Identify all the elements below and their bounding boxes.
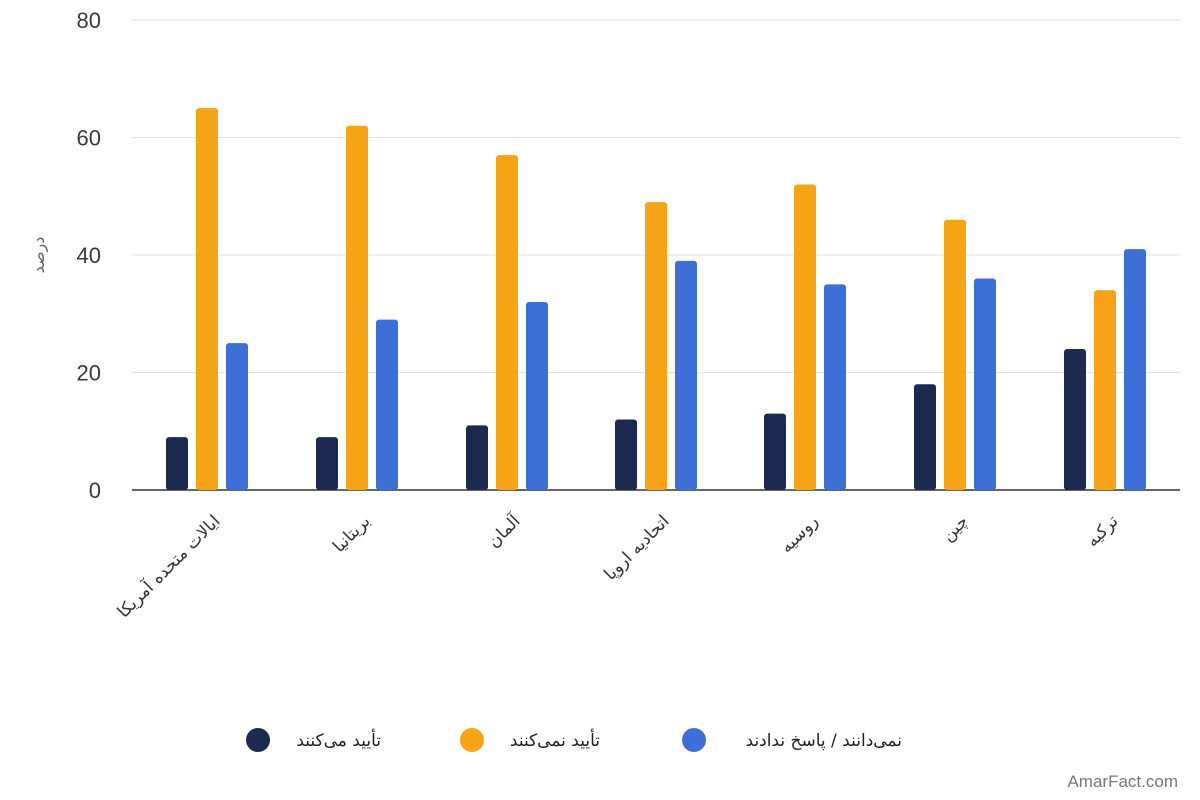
bar: [466, 425, 488, 490]
y-tick-label: 80: [77, 8, 101, 33]
bar: [226, 343, 248, 490]
bar: [615, 419, 637, 490]
x-tick-label: روسیه: [777, 511, 823, 557]
bar: [794, 184, 816, 490]
y-axis-ticks: 0 20 40 60 80: [77, 8, 101, 503]
bar: [376, 319, 398, 490]
bar: [526, 302, 548, 490]
bar: [645, 202, 667, 490]
x-tick-label: بریتانیا: [329, 511, 374, 556]
bar: [196, 108, 218, 490]
bar: [944, 219, 966, 490]
bar: [914, 384, 936, 490]
bar: [1094, 290, 1116, 490]
y-axis-label: درصد: [29, 237, 49, 274]
bar: [1064, 349, 1086, 490]
bar: [316, 437, 338, 490]
y-tick-label: 40: [77, 243, 101, 268]
bars: [166, 108, 1146, 490]
y-tick-label: 20: [77, 361, 101, 386]
legend-label: تأیید نمی‌کنند: [510, 728, 600, 751]
watermark: AmarFact.com: [1067, 772, 1178, 791]
bar: [346, 125, 368, 490]
bar: [824, 284, 846, 490]
x-tick-label: ترکیه: [1083, 511, 1123, 551]
legend-marker: [682, 728, 706, 752]
legend: تأیید می‌کنند تأیید نمی‌کنند نمی‌دانند / پ…: [246, 728, 902, 752]
legend-label: تأیید می‌کنند: [296, 728, 381, 751]
bar: [1124, 249, 1146, 490]
bar: [764, 413, 786, 490]
bar: [166, 437, 188, 490]
legend-label: نمی‌دانند / پاسخ ندادند: [746, 731, 902, 751]
y-tick-label: 60: [77, 126, 101, 151]
legend-marker: [460, 728, 484, 752]
legend-marker: [246, 728, 270, 752]
x-tick-label: آلمان: [483, 509, 526, 552]
bar: [974, 278, 996, 490]
y-tick-label: 0: [89, 478, 101, 503]
bar: [675, 260, 697, 490]
x-tick-label: ایالات متحده آمریکا: [112, 510, 224, 622]
bar: [496, 155, 518, 490]
x-tick-label: اتحادیه اروپا: [600, 511, 673, 584]
x-axis-categories: ایالات متحده آمریکا بریتانیا آلمان اتحادیه …: [112, 509, 1122, 622]
x-tick-label: چین: [938, 511, 972, 545]
